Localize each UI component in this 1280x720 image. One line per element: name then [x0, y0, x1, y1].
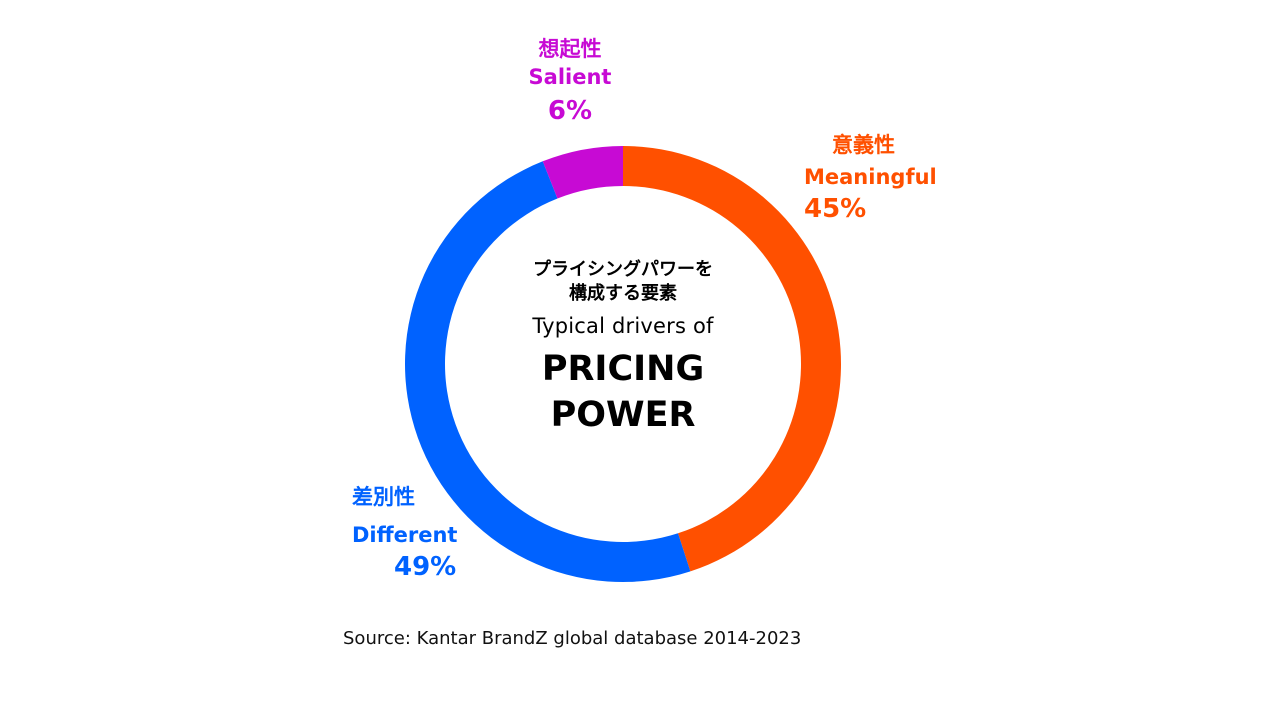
label-salient-jp: 想起性 [538, 37, 602, 61]
source-note: Source: Kantar BrandZ global database 20… [343, 628, 802, 649]
center-title: プライシングパワーを 構成する要素 Typical drivers of PRI… [472, 258, 774, 438]
arc-different [405, 161, 691, 582]
center-en-title-line-1: PRICING [541, 349, 705, 389]
label-different-en: Different [352, 523, 458, 548]
center-jp-line-1: プライシングパワーを [533, 259, 713, 280]
label-meaningful-pct: 45% [804, 193, 867, 224]
label-different: 差別性 Different 49% [352, 484, 492, 583]
label-meaningful-jp: 意義性 [832, 133, 895, 157]
label-different-pct: 49% [394, 551, 457, 582]
label-meaningful-en: Meaningful [804, 165, 937, 190]
arc-meaningful [623, 146, 841, 572]
label-salient: 想起性 Salient 6% [500, 36, 640, 127]
label-different-jp: 差別性 [352, 485, 415, 509]
center-jp-line-2: 構成する要素 [569, 283, 677, 304]
label-salient-pct: 6% [547, 95, 593, 126]
label-salient-en: Salient [528, 65, 612, 90]
label-meaningful: 意義性 Meaningful 45% [804, 132, 964, 225]
arc-salient [542, 146, 623, 199]
center-en-title-line-2: POWER [550, 395, 696, 435]
center-en-subtitle: Typical drivers of [532, 314, 714, 338]
